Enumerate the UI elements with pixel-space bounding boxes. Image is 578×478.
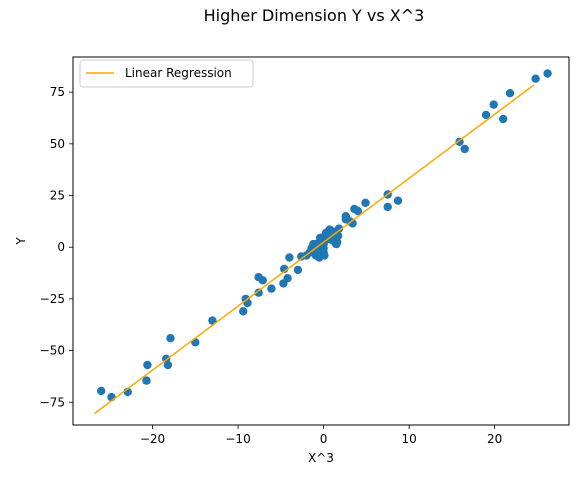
x-axis: −20 −10 0 10 20	[140, 425, 502, 446]
data-point	[191, 338, 200, 347]
data-point	[505, 89, 515, 98]
data-point	[531, 74, 540, 83]
data-point	[320, 251, 329, 260]
data-point	[142, 376, 151, 385]
y-tick-label: −25	[40, 292, 65, 306]
data-point	[393, 196, 403, 205]
data-point	[489, 100, 498, 109]
data-point	[383, 202, 392, 212]
data-point	[353, 206, 362, 216]
y-tick-label: 0	[57, 240, 65, 254]
data-point	[243, 298, 252, 308]
plot-area	[93, 69, 552, 415]
x-tick-label: −20	[140, 432, 165, 446]
axes-frame	[72, 56, 570, 426]
data-point	[239, 307, 248, 316]
x-tick-label: 0	[320, 432, 328, 446]
data-point	[166, 334, 175, 343]
data-point	[163, 360, 173, 370]
data-point	[460, 144, 469, 154]
y-tick-label: 25	[50, 189, 65, 203]
data-point	[293, 265, 303, 275]
y-tick-label: 75	[50, 85, 65, 99]
data-point	[543, 69, 552, 78]
data-point	[333, 237, 342, 247]
data-point	[481, 110, 491, 120]
regression-line	[93, 84, 535, 415]
data-point	[334, 224, 344, 233]
y-tick-label: −75	[40, 395, 65, 409]
x-tick-label: 20	[487, 432, 502, 446]
data-point	[361, 198, 370, 207]
data-point	[254, 288, 263, 297]
chart-title: Higher Dimension Y vs X^3	[204, 6, 425, 25]
data-point	[258, 276, 267, 285]
legend-box	[79, 59, 254, 88]
data-point	[208, 316, 217, 325]
x-tick-label: 10	[401, 432, 416, 446]
data-point	[143, 360, 152, 370]
y-tick-label: −50	[40, 344, 65, 358]
x-tick-label: −10	[225, 432, 250, 446]
y-axis: −75 −50 −25 0 25 50 75	[40, 85, 73, 409]
data-point	[267, 284, 276, 293]
data-point	[283, 274, 292, 283]
data-point	[97, 386, 106, 396]
legend: Linear Regression	[79, 59, 254, 88]
legend-label-linear-regression: Linear Regression	[125, 66, 232, 80]
data-point	[285, 253, 294, 262]
y-axis-label: Y	[14, 237, 28, 246]
data-point	[499, 114, 508, 124]
y-tick-label: 50	[50, 137, 65, 151]
x-axis-label: X^3	[308, 451, 334, 465]
